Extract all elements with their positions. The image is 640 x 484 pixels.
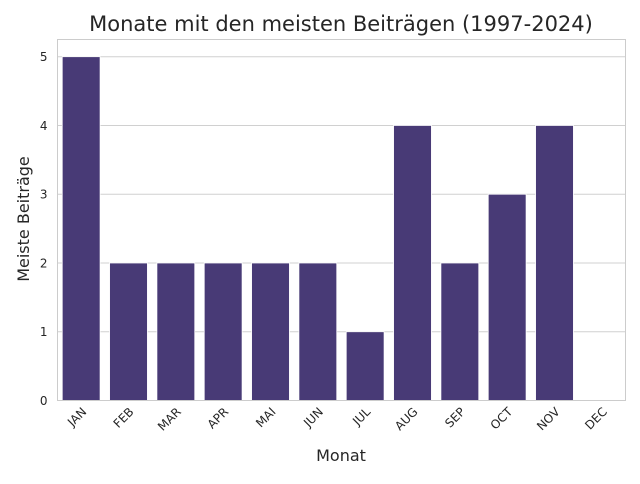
x-axis-label: Monat — [316, 446, 366, 465]
x-tick-labels: JAN FEB MAR APR MAI JUN JUL AUG SEP OCT NOV DEC — [64, 404, 610, 433]
y-tick-label: 1 — [40, 325, 48, 339]
bar-nov — [535, 125, 574, 401]
bar-jan — [61, 56, 101, 401]
y-tick-label: 4 — [40, 119, 48, 133]
x-tick-label: MAR — [155, 405, 184, 434]
bar-feb — [109, 262, 148, 401]
x-tick-label: APR — [205, 405, 232, 432]
x-tick-label: JAN — [64, 405, 89, 430]
chart-title: Monate mit den meisten Beiträgen (1997-2… — [89, 12, 593, 36]
bar-mai — [251, 262, 290, 401]
bar-aug — [393, 125, 432, 401]
bar-mar — [156, 262, 196, 401]
y-axis-label: Meiste Beiträge — [14, 156, 33, 282]
y-tick-label: 2 — [40, 256, 48, 270]
y-tick-labels: 0 1 2 3 4 5 — [40, 50, 48, 408]
x-tick-label: NOV — [534, 404, 563, 433]
bar-jul — [345, 331, 385, 401]
bar-oct — [487, 193, 527, 401]
x-tick-label: JUN — [300, 405, 326, 431]
x-tick-label: SEP — [442, 405, 468, 431]
bar-jun — [298, 262, 338, 401]
plot-frame — [57, 39, 626, 401]
x-tick-label: DEC — [582, 405, 610, 433]
bar-sep — [440, 262, 480, 401]
bars — [61, 56, 574, 401]
x-tick-label: OCT — [488, 404, 516, 432]
x-tick-label: MAI — [253, 405, 279, 431]
y-tick-label: 5 — [40, 50, 48, 64]
y-tick-label: 3 — [40, 188, 48, 202]
x-tick-label: AUG — [392, 405, 420, 433]
bar-apr — [203, 262, 243, 401]
y-tick-label: 0 — [40, 394, 48, 408]
x-tick-label: FEB — [111, 405, 137, 431]
x-tick-label: JUL — [349, 405, 373, 429]
